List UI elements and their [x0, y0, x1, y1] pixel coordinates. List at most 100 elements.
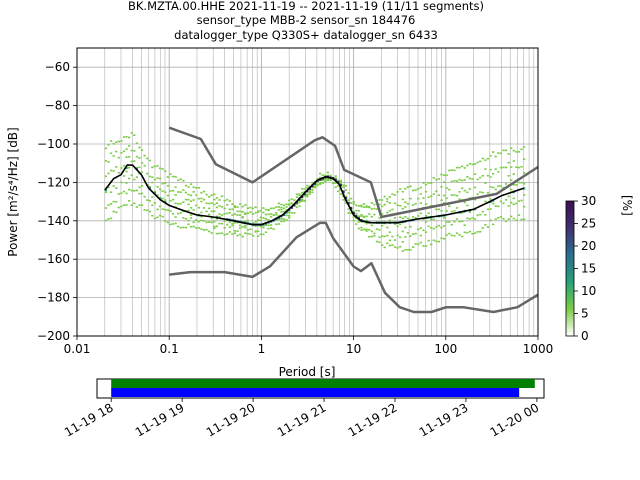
heatmap-cell [319, 181, 322, 184]
y-tick-label: −120 [37, 175, 70, 189]
heatmap-cell [228, 200, 231, 202]
heatmap-cell [515, 151, 518, 153]
heatmap-cell [383, 235, 386, 238]
heatmap-cell [285, 219, 288, 221]
heatmap-cell [339, 180, 342, 183]
heatmap-cell [481, 227, 484, 229]
heatmap-cell [238, 210, 242, 213]
heatmap-cell [179, 178, 182, 181]
heatmap-cell [458, 220, 461, 223]
heatmap-cell [375, 228, 379, 230]
heatmap-cell [437, 208, 441, 211]
heatmap-cell [249, 211, 252, 213]
heatmap-cell [445, 210, 448, 212]
heatmap-cell [156, 194, 159, 196]
heatmap-cell [355, 209, 358, 212]
heatmap-cell [401, 190, 404, 193]
heatmap-cell [370, 235, 373, 238]
heatmap-cell [135, 167, 139, 170]
heatmap-cell [463, 167, 466, 169]
heatmap-cell [127, 145, 131, 147]
heatmap-cell [130, 204, 133, 206]
heatmap-cell [133, 178, 136, 181]
heatmap-cell [512, 173, 515, 175]
heatmap-cell [357, 215, 361, 218]
heatmap-cell [189, 200, 193, 202]
heatmap-cell [120, 205, 123, 208]
heatmap-cell [466, 191, 469, 194]
heatmap-cell [419, 202, 422, 204]
heatmap-cell [151, 181, 154, 184]
heatmap-cell [257, 219, 260, 221]
heatmap-cell [468, 230, 472, 233]
heatmap-cell [146, 157, 149, 160]
heatmap-cell [153, 217, 157, 220]
heatmap-cell [290, 211, 293, 214]
heatmap-cell [450, 169, 453, 171]
heatmap-cell [432, 218, 435, 221]
heatmap-cell [122, 175, 126, 177]
heatmap-cell [166, 194, 169, 197]
heatmap-cell [104, 207, 108, 209]
heatmap-cell [491, 186, 495, 189]
heatmap-cell [396, 204, 399, 206]
heatmap-cell [115, 187, 118, 189]
heatmap-cell [368, 213, 371, 215]
heatmap-cell [146, 199, 149, 201]
heatmap-cell [484, 223, 487, 226]
heatmap-cell [380, 199, 384, 201]
heatmap-cell [210, 232, 213, 234]
y-axis-label: Power [m²/s⁴/Hz] [dB] [6, 127, 20, 256]
heatmap-cell [406, 249, 410, 251]
heatmap-cell [122, 164, 126, 167]
heatmap-cell [269, 207, 273, 210]
heatmap-cell [414, 217, 417, 219]
heatmap-cell [169, 199, 172, 202]
heatmap-cell [226, 212, 229, 215]
heatmap-cell [262, 233, 265, 236]
heatmap-cell [334, 175, 337, 177]
heatmap-cell [215, 206, 219, 209]
heatmap-cell [399, 216, 402, 219]
heatmap-cell [365, 230, 368, 232]
heatmap-cell [491, 173, 495, 175]
timeline-bar-data [111, 379, 535, 388]
heatmap-cell [373, 235, 376, 237]
heatmap-cell [352, 203, 355, 205]
heatmap-cell [365, 206, 368, 208]
heatmap-cell [432, 227, 435, 230]
timeline-tick-label: 11-19 22 [346, 400, 400, 439]
heatmap-cell [473, 173, 477, 175]
heatmap-cell [285, 206, 288, 208]
heatmap-cell [448, 205, 451, 207]
heatmap-cell [236, 221, 239, 224]
heatmap-cell [202, 198, 206, 201]
heatmap-cell [360, 205, 363, 208]
series-high-noise-model [168, 126, 538, 219]
heatmap-cell [166, 176, 169, 178]
heatmap-cell [127, 166, 131, 169]
heatmap-cell [264, 208, 268, 211]
heatmap-cell [350, 202, 353, 204]
heatmap-cell [342, 199, 345, 201]
heatmap-cell [257, 235, 260, 237]
heatmap-cell [275, 206, 278, 208]
heatmap-cell [510, 147, 513, 149]
timeline-tick-label: 11-20 00 [488, 400, 542, 439]
heatmap-cell [282, 218, 286, 220]
heatmap-cell [290, 202, 293, 204]
heatmap-cell [337, 185, 340, 187]
heatmap-cell [228, 211, 231, 214]
heatmap-cell [380, 244, 384, 246]
heatmap-cell [228, 208, 231, 211]
heatmap-cell [251, 207, 255, 210]
heatmap-cell [179, 191, 182, 193]
heatmap-cell [512, 197, 515, 200]
heatmap-cell [135, 206, 139, 208]
heatmap-cell [424, 231, 428, 233]
heatmap-cell [115, 150, 118, 153]
heatmap-cell [213, 225, 216, 228]
heatmap-cell [213, 220, 216, 223]
heatmap-cell [267, 218, 270, 221]
heatmap-cell [308, 193, 311, 195]
